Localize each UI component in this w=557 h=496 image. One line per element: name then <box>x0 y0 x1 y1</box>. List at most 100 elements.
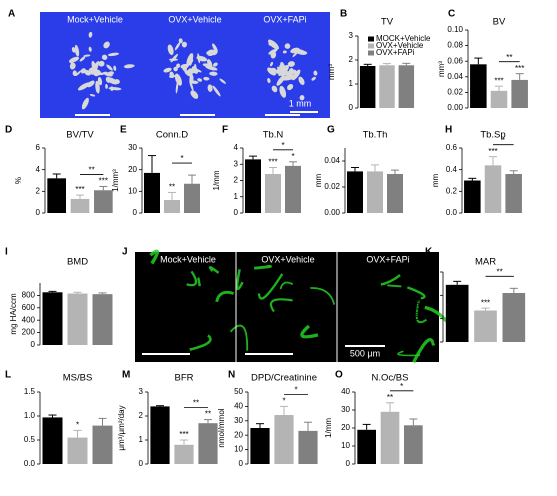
bar <box>274 415 294 464</box>
label-trace <box>215 290 235 303</box>
significance: * <box>502 136 505 145</box>
bar <box>484 165 502 213</box>
y-tick-label: 0 <box>346 459 351 468</box>
trabecula <box>178 38 183 44</box>
label-trace <box>186 270 198 287</box>
trabecula <box>207 49 218 56</box>
y-tick-label: 3 <box>434 267 439 276</box>
chart-title: DPD/Creatinine <box>251 373 317 384</box>
trabecula <box>284 43 291 49</box>
panel-letter: E <box>120 125 127 136</box>
bar <box>347 171 363 213</box>
trabecula <box>180 63 189 69</box>
trabecula <box>219 78 226 84</box>
bar <box>470 64 487 108</box>
trabecula <box>268 41 275 47</box>
y-tick-label: 0 <box>31 340 36 349</box>
label-trace <box>189 334 212 351</box>
trabecula <box>123 64 135 69</box>
trabecula <box>88 31 93 38</box>
significance: *** <box>75 185 84 194</box>
trabecula <box>174 41 181 51</box>
bar <box>245 159 261 213</box>
y-tick-label: 2 <box>139 411 144 420</box>
significance: *** <box>481 298 490 307</box>
chart-title: Conn.D <box>156 130 188 141</box>
bar <box>265 174 281 213</box>
trabecula <box>74 44 80 57</box>
y-tick-label: 0 <box>36 208 41 217</box>
trabecula <box>81 97 89 110</box>
significance: ** <box>89 166 95 175</box>
trabecula <box>271 85 278 93</box>
trabecula <box>311 76 316 81</box>
y-tick-label: 1.5 <box>24 387 36 396</box>
significance: *** <box>179 430 188 439</box>
chart-title: MAR <box>475 257 496 268</box>
image-caption: OVX+Vehicle <box>168 14 221 24</box>
chart-title: BMD <box>67 257 88 268</box>
y-tick-label: 0.6 <box>446 143 458 152</box>
image-caption: OVX+FAPi <box>366 254 409 264</box>
trabecula <box>69 62 76 70</box>
legend-swatch <box>368 36 374 42</box>
chart-title: N.Oc/BS <box>372 373 409 384</box>
legend-swatch <box>368 43 374 49</box>
label-trace <box>380 274 401 286</box>
y-tick-label: 0.4 <box>446 165 458 174</box>
y-tick-label: 200 <box>22 328 36 337</box>
trabecula <box>173 66 178 72</box>
trabecula <box>188 53 193 66</box>
y-tick-label: 0.04 <box>447 72 463 81</box>
panel-letter: I <box>5 247 8 258</box>
label-trace <box>257 273 284 300</box>
trabecula <box>209 71 218 76</box>
trabecula <box>176 63 181 68</box>
bar <box>198 423 218 464</box>
trabecula <box>189 80 194 92</box>
y-tick-label: 10 <box>341 441 350 450</box>
y-tick-label: 20 <box>234 430 243 439</box>
y-tick-label: 0 <box>234 208 239 217</box>
trabecula <box>71 47 76 53</box>
panel-letter: J <box>122 247 128 258</box>
trabecula <box>174 73 182 86</box>
y-tick-label: 0 <box>139 459 144 468</box>
chart-title: MS/BS <box>63 373 93 384</box>
bar <box>174 444 194 464</box>
panel-letter: O <box>335 370 343 381</box>
chart-title: Tb.N <box>263 130 284 141</box>
significance: ** <box>506 53 512 62</box>
y-tick-label: 30 <box>234 416 243 425</box>
bar <box>359 66 376 108</box>
y-tick-label: 2 <box>349 55 354 64</box>
y-tick-label: 4 <box>234 143 239 152</box>
trabecula <box>113 65 117 71</box>
chart-title: BV/TV <box>66 130 94 141</box>
bar <box>367 171 383 213</box>
significance: ** <box>169 183 175 192</box>
trabecula <box>270 51 277 59</box>
bar <box>42 417 63 464</box>
significance: * <box>291 152 294 161</box>
y-axis-label: nmol/mmol <box>217 408 226 447</box>
trabecula <box>89 93 96 97</box>
label-trace <box>149 249 160 265</box>
bar <box>404 425 423 464</box>
trabecula <box>267 77 271 84</box>
trabecula <box>280 75 294 81</box>
panel-letter: M <box>122 370 130 381</box>
trabecula <box>313 70 318 76</box>
bar <box>70 198 90 213</box>
y-tick-label: 1 <box>139 435 144 444</box>
trabecula <box>103 41 110 49</box>
trabecula <box>88 46 92 52</box>
bar <box>285 165 301 213</box>
y-axis-label: μm/day <box>412 294 421 320</box>
trabecula <box>87 80 95 88</box>
y-tick-label: 0 <box>434 337 439 346</box>
significance: * <box>294 386 297 395</box>
y-tick-label: 0.06 <box>447 56 463 65</box>
panel-letter: D <box>5 125 12 136</box>
panel-letter: C <box>448 9 455 20</box>
